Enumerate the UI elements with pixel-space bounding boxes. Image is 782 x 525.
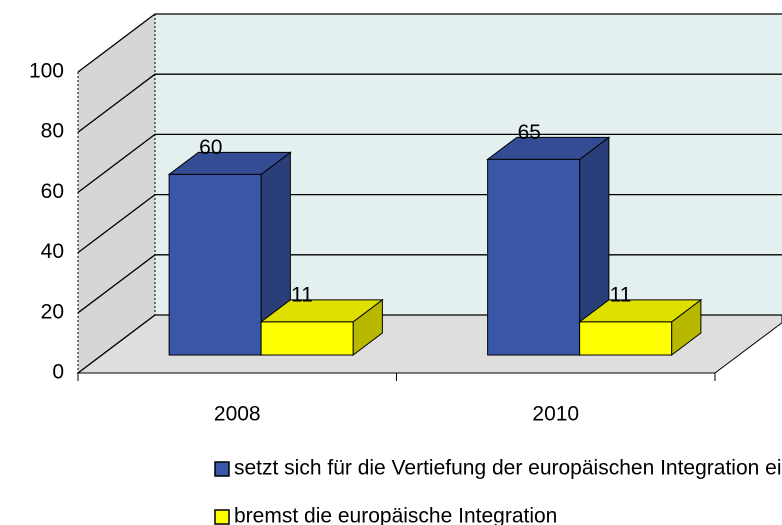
value-label: 60 [199,136,222,159]
legend-label: setzt sich für die Vertiefung der europä… [234,457,782,480]
y-tick-label: 20 [41,300,64,323]
y-tick-label: 100 [29,60,64,83]
y-tick-label: 60 [41,180,64,203]
value-label: 11 [610,283,632,306]
bar: 11 [259,283,384,357]
grid-line [77,133,782,193]
grid-line-side [77,194,156,254]
legend-swatch [214,461,230,477]
value-label: 65 [518,121,541,144]
bar: 60 [167,136,292,357]
grid-line-side [77,254,156,314]
y-tick-label: 0 [52,361,64,384]
grid-line-side [77,314,156,374]
value-label: 11 [291,283,313,306]
grid-line-side [77,133,156,193]
x-tick-label: 2010 [532,403,579,426]
back-wall [155,14,782,315]
grid-line [77,73,782,133]
y-tick-label: 40 [41,240,64,263]
legend-swatch [214,509,230,525]
grid-line-side [77,73,156,133]
y-tick-label: 80 [41,120,64,143]
bar-front [487,158,581,356]
legend-label: bremst die europäische Integration [234,505,557,525]
left-wall [78,14,155,373]
bar-front [168,173,262,356]
grid-line [77,13,782,73]
grid-line-side [77,13,156,73]
x-tick-label: 2008 [214,403,261,426]
bar: 65 [486,121,611,357]
bar-front [260,321,354,356]
bar-front [579,321,673,356]
bar: 11 [578,283,703,357]
